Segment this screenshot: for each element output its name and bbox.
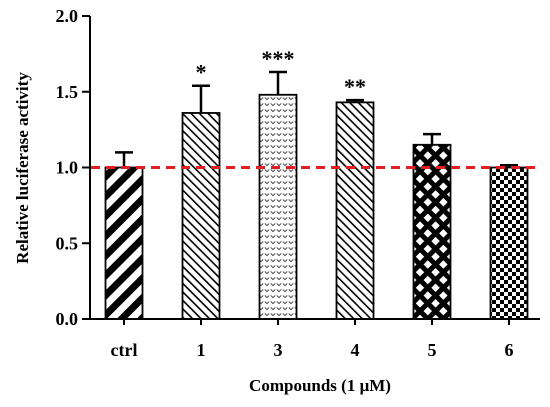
x-tick-label-3: 3	[274, 340, 283, 360]
labels-layer: ctrl * 1 *** 3 ** 4 5 6 0.0 0.5 1.0 1.5 2.0	[56, 6, 514, 360]
x-tick-label-4: 4	[351, 340, 360, 360]
significance-label-4: **	[344, 74, 366, 99]
bars-layer	[104, 93, 529, 320]
x-tick-label-5: 5	[428, 340, 437, 360]
bar-1	[181, 112, 221, 320]
bar-3	[258, 93, 298, 320]
x-tick-label-ctrl: ctrl	[111, 340, 138, 360]
bar-4	[335, 101, 375, 320]
bar-6	[489, 166, 529, 320]
x-tick-label-6: 6	[505, 340, 514, 360]
y-tick-label: 0.0	[56, 309, 79, 329]
significance-label-3: ***	[262, 46, 295, 71]
y-axis-title: Relative luciferase activity	[13, 72, 32, 264]
x-axis-title: Compounds (1 μM)	[249, 376, 391, 395]
y-tick-label: 0.5	[56, 233, 79, 253]
significance-label-1: *	[196, 60, 207, 85]
x-tick-label-1: 1	[197, 340, 206, 360]
axes-layer	[82, 15, 540, 325]
bar-5	[412, 143, 452, 320]
error-bars-layer	[115, 70, 518, 168]
y-tick-label: 1.5	[56, 82, 79, 102]
y-tick-label: 2.0	[56, 6, 79, 26]
bar-ctrl	[104, 166, 144, 320]
y-tick-label: 1.0	[56, 158, 79, 178]
